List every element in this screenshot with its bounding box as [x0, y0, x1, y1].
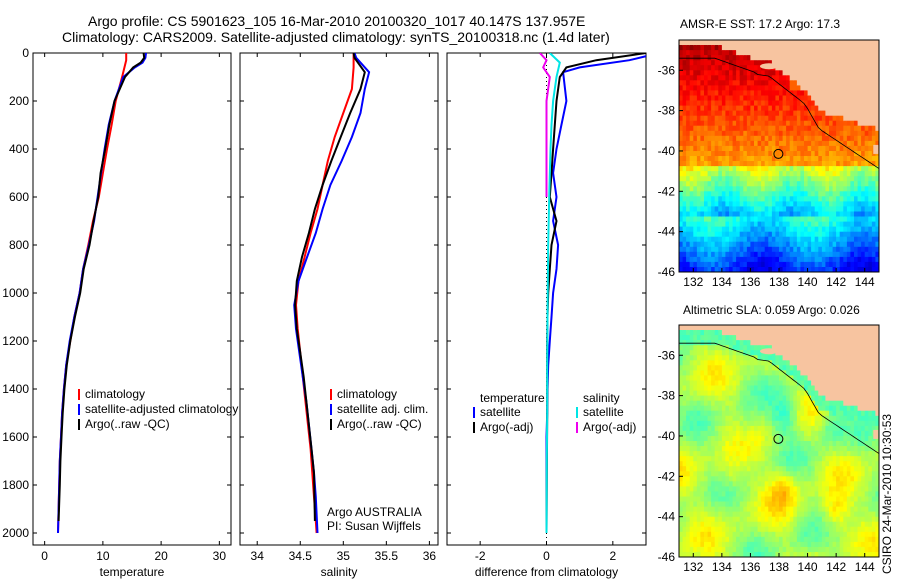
depth-tick-label: 1800 — [2, 478, 29, 492]
sla-map-island — [873, 429, 879, 439]
sst-map-cells — [679, 40, 879, 272]
salinity-xtick-label: 36 — [423, 549, 437, 563]
sst-map-ytick-label: -44 — [658, 225, 676, 239]
difference-legend-entry: satellite — [480, 405, 521, 419]
sst-map-ytick-label: -38 — [658, 104, 676, 118]
sst-map-ytick-label: -42 — [658, 184, 676, 198]
difference-legend-heading: temperature — [480, 391, 545, 405]
salinity-xlabel: salinity — [321, 565, 358, 579]
difference-legend-entry: Argo(-adj) — [583, 420, 636, 434]
salinity-plot-frame — [239, 52, 439, 546]
salinity-legend-entry: satellite adj. clim. — [337, 402, 428, 416]
temperature-xtick-label: 10 — [96, 549, 110, 563]
sla-map-xtick-label: 138 — [769, 560, 789, 574]
depth-tick-label: 0 — [22, 46, 29, 60]
sst-map-ytick-label: -46 — [658, 265, 676, 279]
sst-map-xtick-label: 138 — [769, 275, 789, 289]
sla-map-ytick-label: -36 — [658, 348, 676, 362]
salinity-series-argo-raw-qc- — [294, 53, 366, 522]
sst-map-xtick-label: 136 — [740, 275, 760, 289]
sla-map-ytick-label: -40 — [658, 429, 676, 443]
sst-map-title: AMSR-E SST: 17.2 Argo: 17.3 — [680, 17, 841, 31]
figure-title-line1: Argo profile: CS 5901623_105 16-Mar-2010… — [88, 13, 586, 29]
salinity-xtick-label: 34.5 — [289, 549, 313, 563]
sst-map-xtick-label: 134 — [712, 275, 732, 289]
sla-map-xtick-label: 136 — [740, 560, 760, 574]
salinity-xtick-label: 35.5 — [375, 549, 399, 563]
difference-legend-heading: salinity — [583, 391, 620, 405]
sst-map-island — [873, 144, 879, 154]
sst-map-panel: 132 134 136 138 140 142 144 -36 -38 -40 -42 -44 -46 — [658, 39, 880, 289]
sla-map-xtick-label: 144 — [855, 560, 875, 574]
sst-map-xtick-label: 132 — [683, 275, 703, 289]
sla-map-title: Altimetric SLA: 0.059 Argo: 0.026 — [683, 303, 860, 317]
depth-tick-label: 1200 — [2, 334, 29, 348]
sst-map-shelf-contour — [679, 57, 879, 169]
salinity-legend-entry: climatology — [337, 387, 397, 401]
depth-tick-label: 400 — [9, 142, 29, 156]
difference-xtick-label: -2 — [475, 549, 486, 563]
sla-map-island — [760, 348, 778, 355]
sst-map-xtick-label: 142 — [826, 275, 846, 289]
sst-map-xtick-label: 140 — [798, 275, 818, 289]
sla-map-shelf-contour — [679, 342, 879, 454]
depth-tick-label: 1400 — [2, 382, 29, 396]
salinity-xtick-label: 34 — [251, 549, 265, 563]
salinity-panel: 34 34.5 35 35.5 36 salinity climatologysatelli… — [239, 52, 439, 579]
sst-map-ytick-label: -36 — [658, 63, 676, 77]
sla-map-cells — [679, 325, 879, 557]
sst-map-ytick-label: -40 — [658, 144, 676, 158]
sst-map-profile-marker — [773, 148, 784, 159]
difference-xtick-label: 0 — [543, 549, 550, 563]
temperature-xlabel: temperature — [100, 565, 165, 579]
sla-map-ytick-label: -42 — [658, 469, 676, 483]
salinity-legend-entry: Argo(..raw -QC) — [337, 417, 422, 431]
temperature-panel: 0 10 20 30 0 200 400 600 800 1000 1200 1400 1600 1800… — [2, 46, 238, 579]
difference-series-salinity-satellite — [545, 53, 561, 534]
difference-panel: -2 0 2 difference from climatology temperatu… — [446, 52, 647, 579]
sla-map-ytick-label: -38 — [658, 389, 676, 403]
sla-map-ytick-label: -46 — [658, 550, 676, 564]
figure-title-line2: Climatology: CARS2009. Satellite-adjuste… — [62, 29, 610, 45]
depth-tick-label: 1000 — [2, 286, 29, 300]
depth-tick-label: 800 — [9, 238, 29, 252]
sla-map-ytick-label: -44 — [658, 510, 676, 524]
salinity-xtick-label: 35 — [337, 549, 351, 563]
salinity-annotation: PI: Susan Wijffels — [327, 519, 421, 533]
sla-map-xtick-label: 142 — [826, 560, 846, 574]
sla-map-panel: 132 134 136 138 140 142 144 -36 -38 -40 -42 -44 -46 — [658, 324, 880, 574]
difference-legend-entry: Argo(-adj) — [480, 420, 533, 434]
sst-map-xtick-label: 144 — [855, 275, 875, 289]
temperature-legend-entry: climatology — [85, 387, 145, 401]
salinity-annotation: Argo AUSTRALIA — [327, 505, 422, 519]
depth-tick-label: 1600 — [2, 430, 29, 444]
temperature-xtick-label: 0 — [41, 549, 48, 563]
difference-xlabel: difference from climatology — [475, 565, 618, 579]
temperature-plot-frame — [32, 52, 232, 546]
temperature-legend-entry: satellite-adjusted climatology — [85, 402, 238, 416]
difference-legend-entry: satellite — [583, 405, 624, 419]
depth-tick-label: 2000 — [2, 526, 29, 540]
temperature-legend-entry: Argo(..raw -QC) — [85, 417, 170, 431]
sst-map-island — [760, 63, 778, 70]
sla-map-xtick-label: 134 — [712, 560, 732, 574]
depth-tick-label: 600 — [9, 190, 29, 204]
difference-xtick-label: 2 — [609, 549, 616, 563]
difference-series-salinity-argo-adj- — [539, 53, 551, 197]
temperature-xtick-label: 30 — [213, 549, 227, 563]
sla-map-profile-marker — [773, 433, 784, 444]
depth-tick-label: 200 — [9, 94, 29, 108]
sla-map-xtick-label: 140 — [798, 560, 818, 574]
temperature-xtick-label: 20 — [154, 549, 168, 563]
sla-map-xtick-label: 132 — [683, 560, 703, 574]
temperature-series-argo-raw-qc- — [57, 53, 146, 522]
